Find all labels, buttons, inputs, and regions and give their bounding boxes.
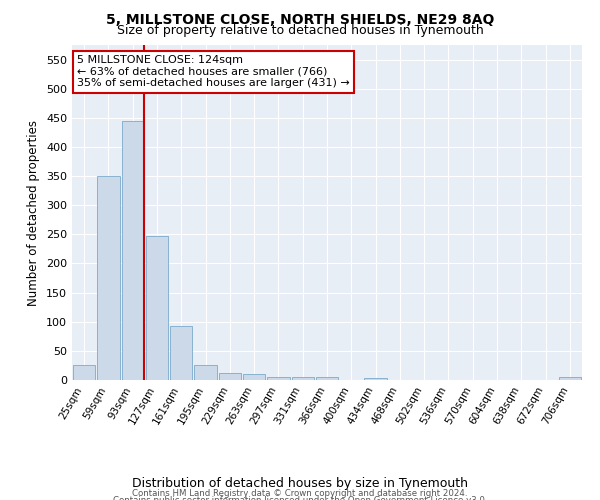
Bar	[97, 176, 119, 380]
Bar	[364, 378, 387, 380]
Bar	[292, 376, 314, 380]
Bar	[267, 376, 290, 380]
Bar	[559, 377, 581, 380]
Bar	[146, 236, 168, 380]
Text: 5, MILLSTONE CLOSE, NORTH SHIELDS, NE29 8AQ: 5, MILLSTONE CLOSE, NORTH SHIELDS, NE29 …	[106, 12, 494, 26]
Y-axis label: Number of detached properties: Number of detached properties	[28, 120, 40, 306]
Bar	[122, 120, 144, 380]
Text: Distribution of detached houses by size in Tynemouth: Distribution of detached houses by size …	[132, 478, 468, 490]
Bar	[316, 377, 338, 380]
Bar	[218, 373, 241, 380]
Text: Contains public sector information licensed under the Open Government Licence v3: Contains public sector information licen…	[113, 496, 487, 500]
Bar	[194, 366, 217, 380]
Text: 5 MILLSTONE CLOSE: 124sqm
← 63% of detached houses are smaller (766)
35% of semi: 5 MILLSTONE CLOSE: 124sqm ← 63% of detac…	[77, 55, 350, 88]
Bar	[170, 326, 193, 380]
Text: Size of property relative to detached houses in Tynemouth: Size of property relative to detached ho…	[116, 24, 484, 37]
Bar	[243, 374, 265, 380]
Bar	[73, 366, 95, 380]
Text: Contains HM Land Registry data © Crown copyright and database right 2024.: Contains HM Land Registry data © Crown c…	[132, 489, 468, 498]
